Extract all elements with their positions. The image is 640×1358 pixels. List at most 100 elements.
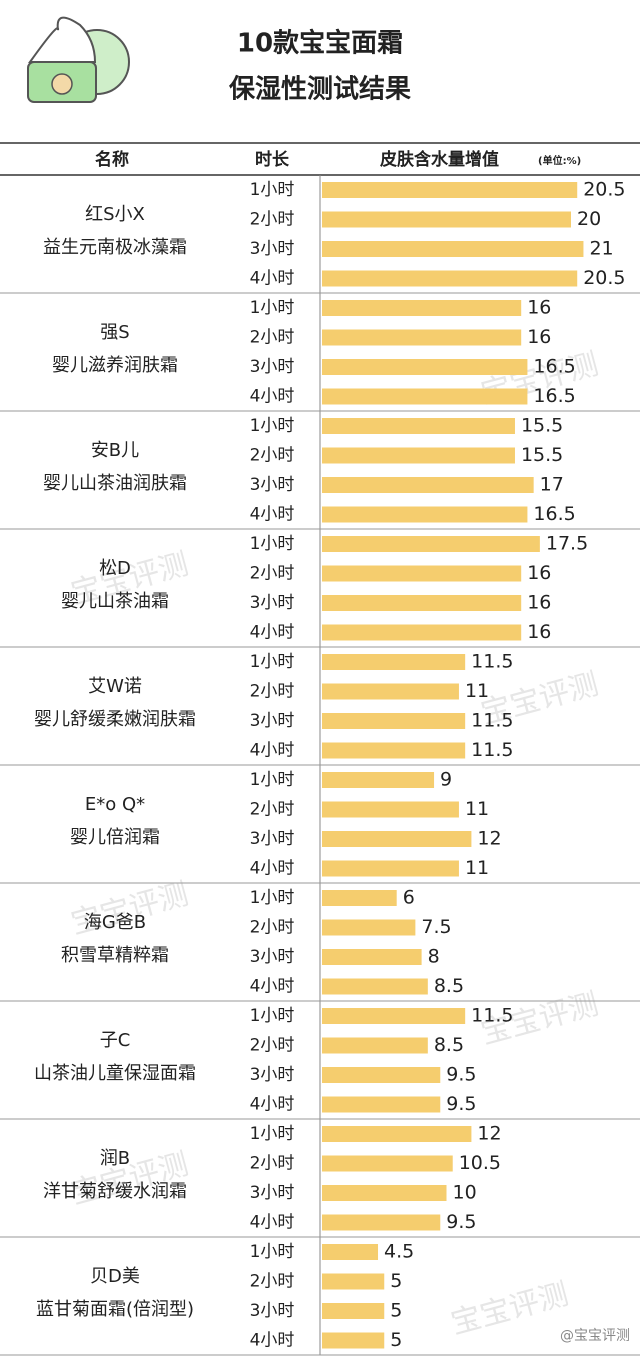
duration-label: 2小时: [250, 328, 295, 348]
duration-label: 2小时: [250, 210, 295, 230]
bar: [322, 506, 528, 523]
bar: [322, 713, 466, 729]
product-name: 婴儿山茶油润肤霜: [43, 473, 187, 494]
duration-label: 2小时: [250, 918, 295, 938]
value-label: 4.5: [384, 1241, 414, 1263]
bar: [322, 860, 459, 877]
duration-label: 2小时: [250, 1036, 295, 1056]
duration-label: 4小时: [250, 387, 295, 407]
bar: [322, 1067, 441, 1083]
duration-label: 4小时: [250, 1095, 295, 1115]
product-name: 红S小X: [85, 204, 145, 225]
column-header: 皮肤含水量增值: [380, 149, 499, 170]
product-name: 润B: [100, 1148, 130, 1169]
value-label: 16: [527, 297, 551, 319]
product-name: 贝D美: [90, 1266, 140, 1287]
value-label: 12: [477, 1123, 501, 1145]
product-name: 益生元南极冰藻霜: [43, 237, 187, 258]
product-name: 婴儿滋养润肤霜: [52, 355, 178, 376]
value-label: 10.5: [459, 1152, 501, 1174]
bar: [322, 1273, 385, 1290]
bar: [322, 772, 435, 788]
duration-label: 3小时: [250, 239, 295, 259]
bar: [322, 595, 522, 611]
duration-label: 4小时: [250, 741, 295, 761]
bar: [322, 388, 528, 405]
product-name: 积雪草精粹霜: [61, 945, 169, 966]
bar: [322, 1332, 385, 1349]
bar: [322, 742, 466, 759]
bar: [322, 624, 522, 641]
chart-title: 10款宝宝面霜: [237, 28, 403, 59]
bar: [322, 211, 571, 228]
value-label: 9.5: [446, 1093, 476, 1115]
bar: [322, 978, 428, 995]
value-label: 5: [390, 1300, 402, 1322]
duration-label: 3小时: [250, 1301, 295, 1321]
duration-label: 4小时: [250, 1331, 295, 1351]
bar: [322, 477, 534, 493]
value-label: 5: [390, 1329, 402, 1351]
duration-label: 4小时: [250, 623, 295, 643]
duration-label: 2小时: [250, 1154, 295, 1174]
value-label: 12: [477, 828, 501, 850]
value-label: 9.5: [446, 1211, 476, 1233]
bar: [322, 241, 584, 257]
value-label: 20.5: [583, 179, 625, 201]
product-name: 子C: [100, 1030, 131, 1051]
value-label: 17.5: [546, 533, 588, 555]
bar: [322, 1155, 453, 1172]
bar: [322, 1126, 472, 1142]
value-label: 16: [527, 562, 551, 584]
bar: [322, 182, 578, 198]
value-label: 16.5: [533, 385, 575, 407]
bar: [322, 919, 416, 936]
duration-label: 1小时: [250, 888, 295, 908]
duration-label: 2小时: [250, 682, 295, 702]
bar: [322, 1244, 379, 1260]
value-label: 16.5: [533, 503, 575, 525]
bar: [322, 1185, 447, 1201]
value-label: 8.5: [434, 1034, 464, 1056]
value-label: 5: [390, 1270, 402, 1292]
bar: [322, 359, 528, 375]
bar: [322, 831, 472, 847]
value-label: 21: [589, 238, 613, 260]
value-label: 20.5: [583, 267, 625, 289]
bar: [322, 801, 459, 818]
duration-label: 1小时: [250, 1006, 295, 1026]
value-label: 11: [465, 798, 489, 820]
value-label: 16.5: [533, 356, 575, 378]
bar: [322, 270, 578, 287]
duration-label: 3小时: [250, 593, 295, 613]
value-label: 8.5: [434, 975, 464, 997]
value-label: 11.5: [471, 1005, 513, 1027]
value-label: 20: [577, 208, 601, 230]
bar: [322, 949, 422, 965]
duration-label: 3小时: [250, 1065, 295, 1085]
product-name: 婴儿舒缓柔嫩润肤霜: [34, 709, 196, 730]
product-name: 洋甘菊舒缓水润霜: [43, 1181, 187, 1202]
product-name: 安B儿: [91, 440, 139, 461]
duration-label: 4小时: [250, 505, 295, 525]
duration-label: 4小时: [250, 269, 295, 289]
bar: [322, 1303, 385, 1319]
duration-label: 4小时: [250, 859, 295, 879]
value-label: 11: [465, 680, 489, 702]
value-label: 10: [453, 1182, 477, 1204]
bar: [322, 890, 397, 906]
bar: [322, 683, 459, 700]
duration-label: 3小时: [250, 357, 295, 377]
column-header: 时长: [255, 149, 290, 170]
product-name: 松D: [99, 558, 131, 579]
value-label: 9: [440, 769, 452, 791]
product-name: 海G爸B: [84, 912, 146, 933]
bar: [322, 1096, 441, 1113]
unit-label: (单位:%): [538, 154, 581, 167]
value-label: 15.5: [521, 415, 563, 437]
bar: [322, 1214, 441, 1231]
bar: [322, 654, 466, 670]
value-label: 8: [428, 946, 440, 968]
duration-label: 1小时: [250, 1242, 295, 1262]
